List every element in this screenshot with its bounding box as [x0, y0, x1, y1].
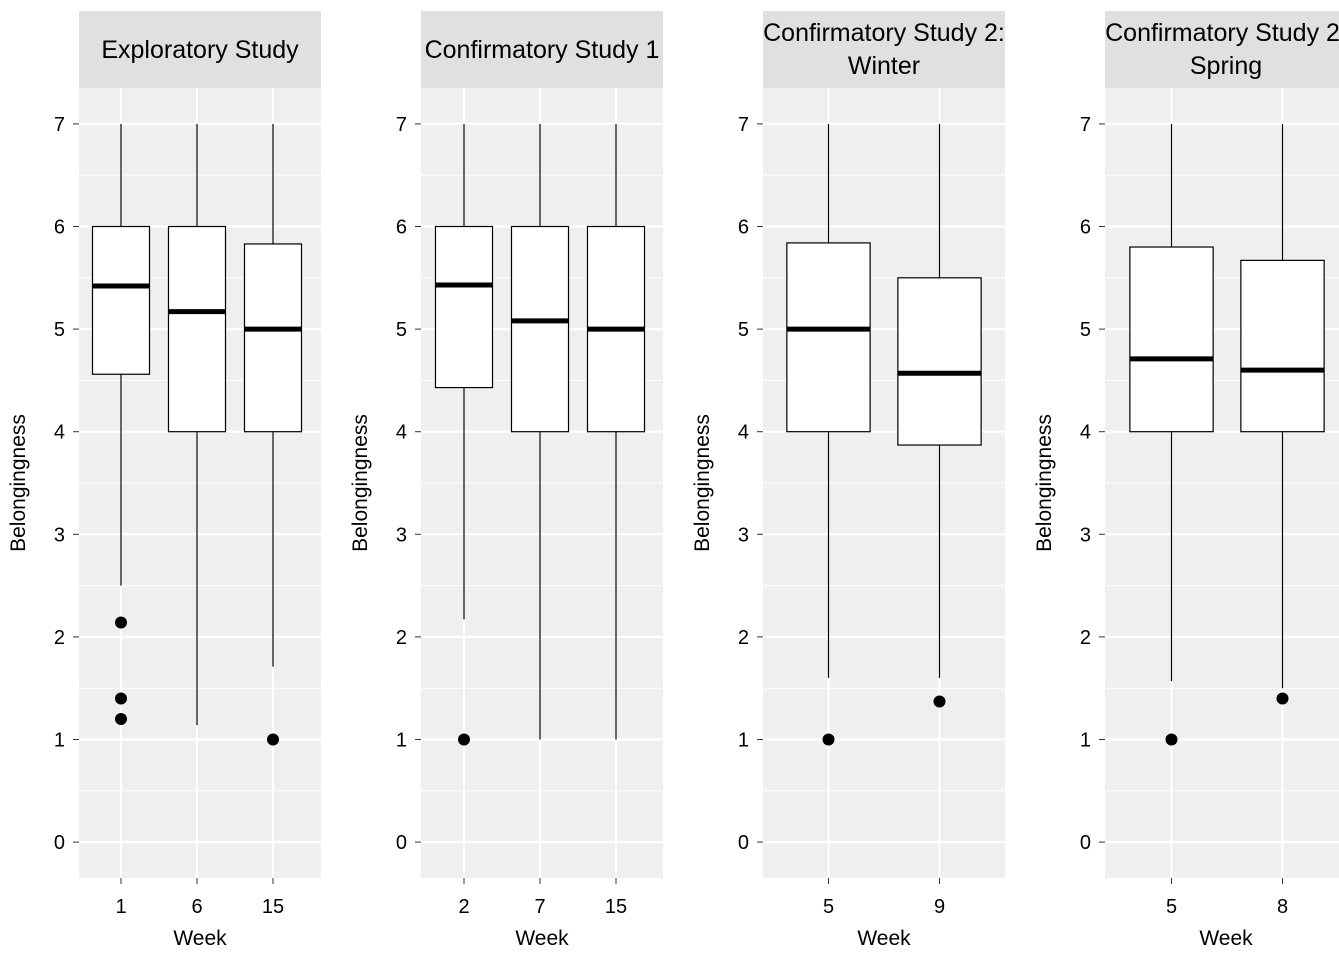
y-tick-label: 5	[1080, 319, 1091, 341]
y-tick-label: 3	[54, 524, 65, 546]
y-tick-label: 6	[738, 217, 749, 239]
box-1	[91, 123, 151, 725]
y-tick-label: 4	[1080, 422, 1091, 444]
y-tick-label: 0	[54, 832, 65, 854]
facet-title-line: Confirmatory Study 2:	[763, 19, 1005, 47]
y-tick-label: 2	[738, 627, 749, 649]
box-iqr	[243, 243, 303, 433]
facet-title-line: Confirmatory Study 1	[425, 36, 660, 64]
facet-panel-2: Confirmatory Study 1 0 1 2 3 4 5 6 7 Belongingnes…	[349, 11, 663, 950]
x-tick-label: 6	[191, 896, 202, 918]
x-tick-label: 15	[262, 896, 284, 918]
y-tick-label: 6	[396, 217, 407, 239]
y-tick-label: 4	[54, 422, 65, 444]
box-15	[586, 123, 646, 740]
x-axis-title: Week	[857, 927, 911, 950]
y-tick-label: 7	[1080, 114, 1091, 136]
y-tick-label: 6	[54, 217, 65, 239]
x-tick-label: 15	[605, 896, 627, 918]
outlier-point	[458, 733, 470, 746]
box-6	[167, 123, 227, 726]
x-tick-label: 8	[1277, 896, 1288, 918]
facet-title-line: Exploratory Study	[101, 36, 299, 64]
facet-panel-1: Exploratory Study 0 1 2 3 4 5 6 7 Belongingness 1 6…	[7, 11, 321, 950]
x-axis-title: Week	[173, 927, 227, 950]
y-tick-label: 5	[54, 319, 65, 341]
y-axis-title: Belongingness	[7, 414, 30, 552]
box-iqr	[167, 225, 227, 433]
y-tick-label: 1	[396, 729, 407, 751]
outlier-point	[115, 616, 127, 629]
y-tick-label: 3	[1080, 524, 1091, 546]
y-tick-label: 7	[54, 114, 65, 136]
y-tick-label: 1	[738, 729, 749, 751]
y-tick-label: 0	[738, 832, 749, 854]
box-7	[510, 123, 570, 740]
facet-title-line: Confirmatory Study 2:	[1105, 19, 1339, 47]
box-iqr	[510, 225, 570, 433]
y-tick-label: 1	[54, 729, 65, 751]
outlier-point	[115, 712, 127, 725]
box-2	[434, 123, 494, 746]
facet-title-line: Spring	[1190, 52, 1262, 80]
facet-panel-4: Confirmatory Study 2: Spring 0 1 2 3 4 5 6 7 Belon…	[1033, 11, 1339, 950]
outlier-point	[933, 695, 946, 708]
facet-panel-3: Confirmatory Study 2: Winter 0 1 2 3 4 5 6 7 Belon…	[691, 11, 1005, 950]
y-tick-label: 2	[1080, 627, 1091, 649]
y-axis-title: Belongingness	[691, 414, 714, 552]
y-tick-label: 6	[1080, 217, 1091, 239]
y-tick-label: 5	[738, 319, 749, 341]
facet-strip	[79, 11, 321, 88]
box-iqr	[434, 225, 494, 389]
facet-strip	[763, 11, 1005, 88]
y-tick-label: 4	[738, 422, 749, 444]
x-tick-label: 9	[934, 896, 945, 918]
x-tick-label: 5	[1166, 896, 1177, 918]
y-tick-label: 4	[396, 422, 407, 444]
x-tick-label: 5	[823, 896, 834, 918]
outlier-point	[115, 692, 127, 705]
y-tick-label: 7	[738, 114, 749, 136]
outlier-point	[1276, 692, 1289, 705]
y-tick-label: 1	[1080, 729, 1091, 751]
box-15	[243, 123, 303, 746]
box-iqr	[786, 242, 871, 433]
y-tick-label: 3	[738, 524, 749, 546]
box-iqr	[1129, 246, 1214, 433]
x-tick-label: 2	[458, 896, 469, 918]
y-tick-label: 3	[396, 524, 407, 546]
y-tick-label: 0	[396, 832, 407, 854]
x-axis-title: Week	[1199, 927, 1253, 950]
facet-strip	[1105, 11, 1339, 88]
y-axis-title: Belongingness	[1033, 414, 1056, 552]
x-tick-label: 1	[115, 896, 126, 918]
outlier-point	[267, 733, 279, 746]
box-8	[1240, 123, 1325, 705]
facet-title-line: Winter	[848, 52, 920, 80]
y-tick-label: 2	[396, 627, 407, 649]
y-tick-label: 5	[396, 319, 407, 341]
y-tick-label: 2	[54, 627, 65, 649]
outlier-point	[822, 733, 835, 746]
box-iqr	[1240, 259, 1325, 433]
box-9	[897, 123, 982, 708]
y-axis-title: Belongingness	[349, 414, 372, 552]
box-5	[1129, 123, 1214, 746]
outlier-point	[1165, 733, 1178, 746]
box-5	[786, 123, 871, 746]
box-iqr	[91, 225, 151, 375]
y-tick-label: 0	[1080, 832, 1091, 854]
y-tick-label: 7	[396, 114, 407, 136]
x-tick-label: 7	[534, 896, 545, 918]
x-axis-title: Week	[515, 927, 569, 950]
facet-strip	[421, 11, 663, 88]
box-iqr	[897, 277, 982, 446]
